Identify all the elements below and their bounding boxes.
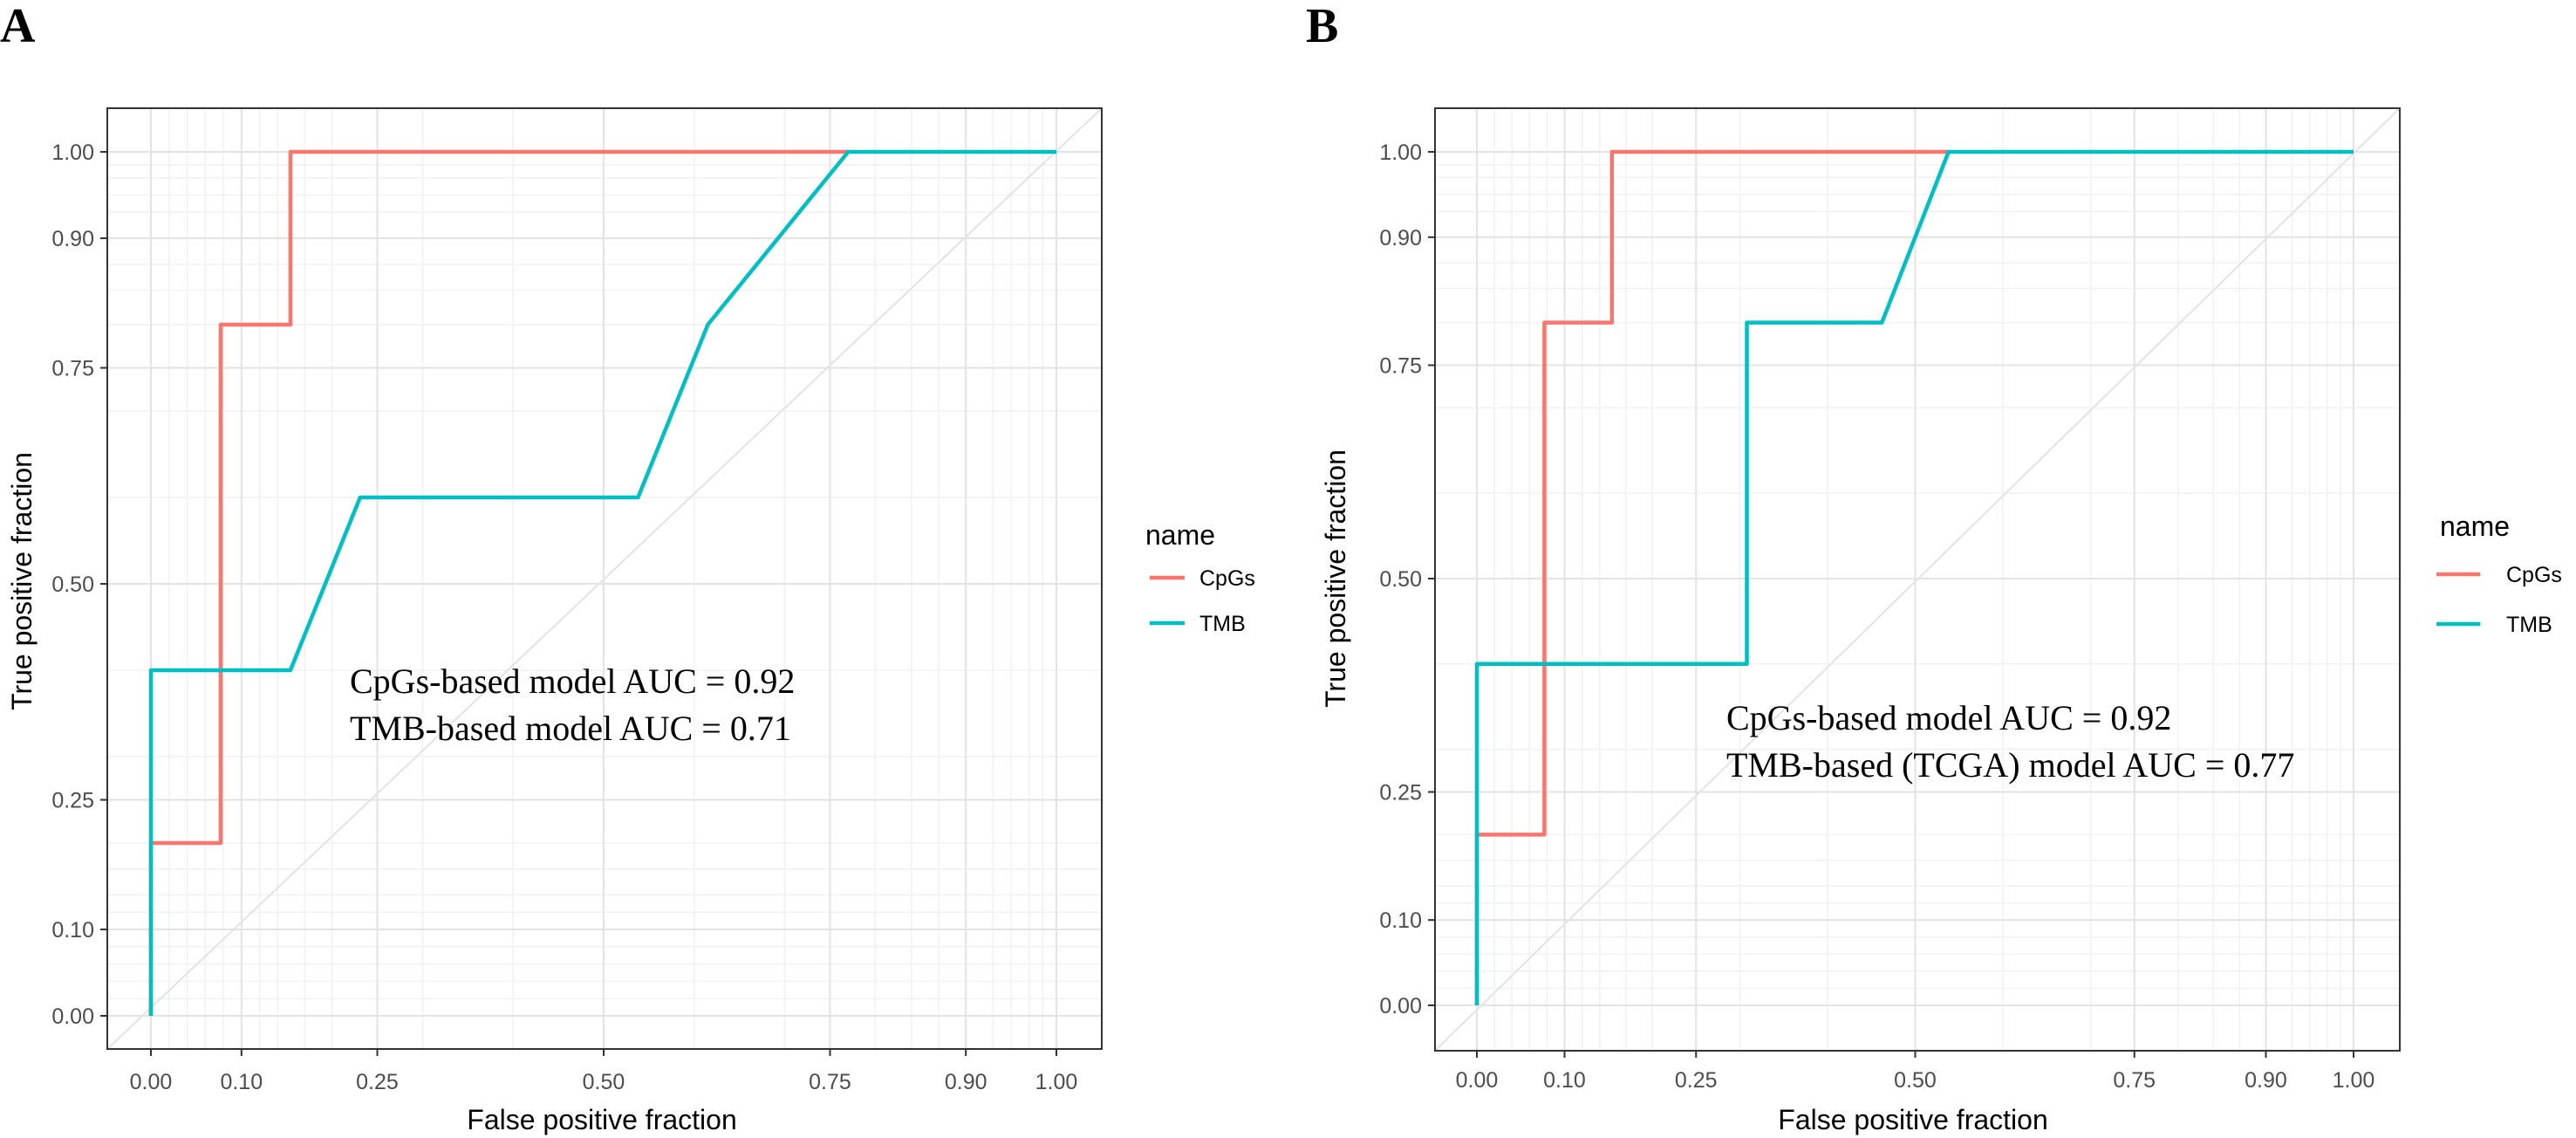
x-axis-title: False positive fraction [467,1104,736,1135]
panel-letter: B [1306,0,1338,53]
reference-diagonal [106,107,1103,1050]
x-tick-label: 0.25 [356,1070,399,1094]
auc-annotation: TMB-based (TCGA) model AUC = 0.77 [1726,745,2294,785]
y-tick-label: 0.00 [51,1004,94,1029]
y-tick-label: 0.90 [51,227,94,251]
legend: name CpGs TMB [1145,519,1255,636]
x-tick-label: 1.00 [2333,1068,2375,1093]
major-gridlines [107,108,1102,1049]
y-tick-label: 0.50 [1379,567,1422,592]
series-line-tmb [1474,149,2354,1005]
y-tick-label: 1.00 [51,141,94,165]
legend-title: name [2440,511,2510,542]
y-tick-label: 1.00 [1379,141,1422,165]
legend-label-cpgs: CpGs [1199,566,1255,591]
chart-panel-b: B 0.00 0.10 0.25 0.50 0.75 0.90 1.00 0.00 0.10 0.2… [1306,0,2562,1135]
legend-label-cpgs: CpGs [2506,563,2562,587]
y-tick-label: 0.00 [1379,994,1422,1018]
y-tick-label: 0.10 [51,918,94,943]
x-axis-title: False positive fraction [1778,1104,2047,1135]
y-tick-label: 0.25 [1379,781,1422,806]
x-tick-label: 0.90 [2245,1068,2287,1093]
y-axis-title: True positive fraction [1320,449,1351,708]
x-tick-label: 0.75 [2113,1068,2156,1093]
x-tick-label: 0.10 [220,1070,263,1094]
auc-annotation: TMB-based model AUC = 0.71 [350,709,791,748]
legend: name CpGs TMB [2436,511,2562,637]
series-line-tmb [148,149,1056,1016]
legend-label-tmb: TMB [1199,612,1246,636]
x-tick-label: 1.00 [1035,1070,1078,1094]
y-tick-label: 0.10 [1379,908,1422,933]
x-tick-label: 0.50 [583,1070,625,1094]
auc-annotation: CpGs-based model AUC = 0.92 [350,662,795,701]
panel-letter: A [0,0,36,53]
x-tick-label: 0.90 [945,1070,987,1094]
x-tick-label: 0.00 [130,1070,173,1094]
y-tick-label: 0.75 [51,357,94,381]
x-tick-label: 0.10 [1543,1068,1586,1093]
y-axis-title: True positive fraction [6,452,38,710]
reference-diagonal [1434,107,2401,1052]
legend-title: name [1145,519,1215,551]
x-tick-label: 0.50 [1894,1068,1937,1093]
y-tick-label: 0.25 [51,789,94,813]
y-tick-label: 0.90 [1379,226,1422,250]
y-tick-label: 0.75 [1379,354,1422,379]
x-tick-label: 0.00 [1456,1068,1499,1093]
x-tick-label: 0.25 [1675,1068,1718,1093]
auc-annotation: CpGs-based model AUC = 0.92 [1726,698,2171,737]
x-tick-label: 0.75 [809,1070,851,1094]
legend-label-tmb: TMB [2506,613,2552,637]
y-tick-label: 0.50 [51,572,94,597]
chart-panel-a: A 0.00 0.10 0.25 0.50 0.75 0.90 1.00 0.00 0.10 0.2… [0,0,1255,1135]
